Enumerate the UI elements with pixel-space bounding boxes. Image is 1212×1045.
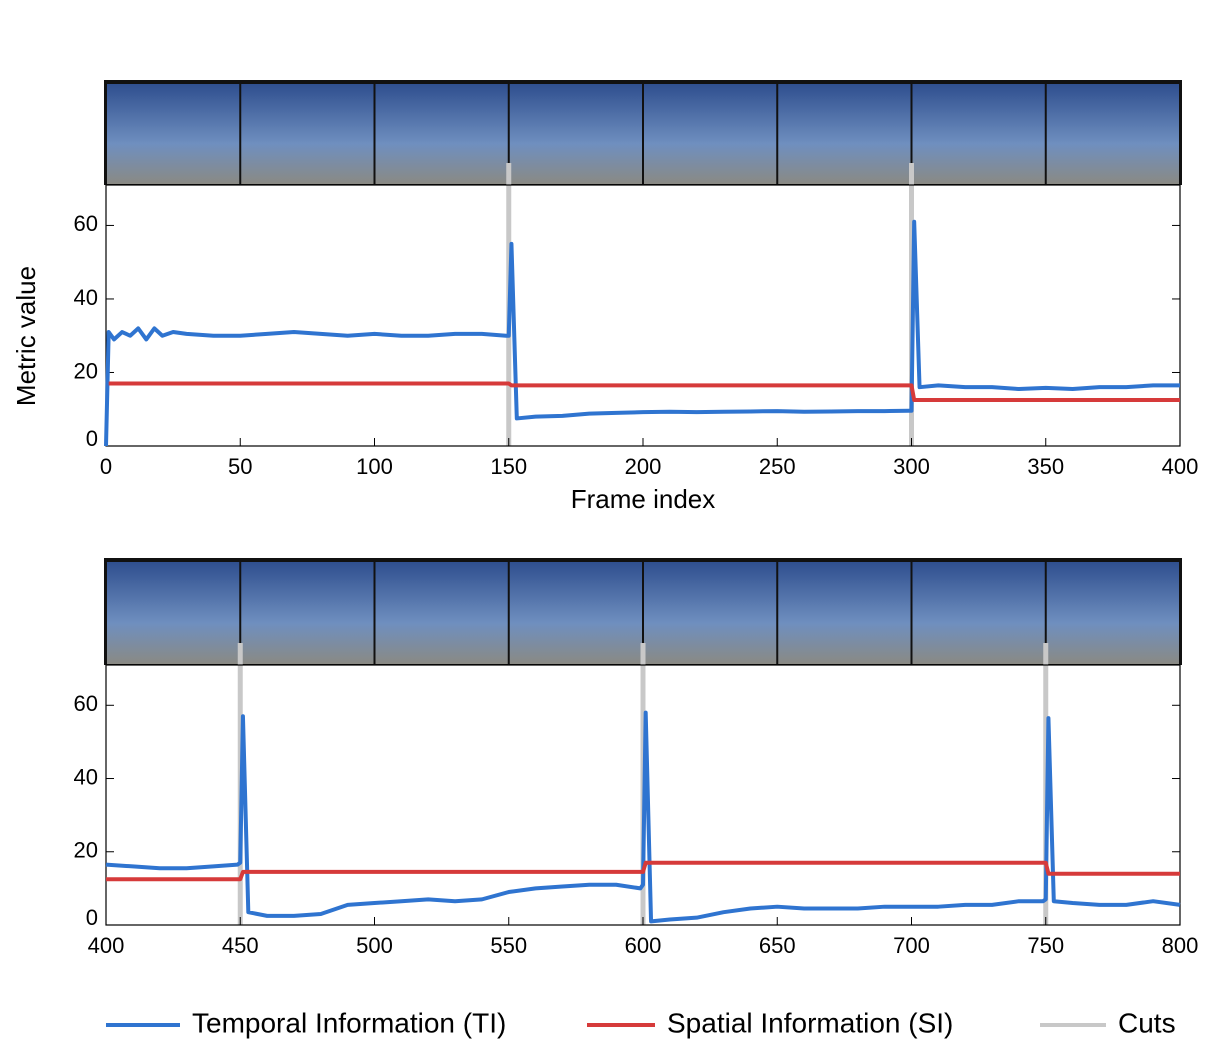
x-tick-label: 100 bbox=[356, 454, 393, 479]
legend-label: Temporal Information (TI) bbox=[192, 1007, 506, 1038]
x-tick-label: 800 bbox=[1162, 933, 1199, 958]
thumbnail bbox=[913, 84, 1045, 184]
thumbnail bbox=[1047, 84, 1179, 184]
y-tick-label: 40 bbox=[74, 285, 98, 310]
x-tick-label: 450 bbox=[222, 933, 259, 958]
x-tick-label: 600 bbox=[625, 933, 662, 958]
thumbnail bbox=[1047, 562, 1179, 664]
plot-frame bbox=[106, 185, 1180, 446]
x-tick-label: 50 bbox=[228, 454, 252, 479]
thumbnail bbox=[376, 562, 508, 664]
thumbnail bbox=[778, 84, 910, 184]
thumbnail bbox=[241, 84, 373, 184]
thumbnail bbox=[241, 562, 373, 664]
thumbnail bbox=[510, 562, 642, 664]
legend-label: Spatial Information (SI) bbox=[667, 1007, 953, 1038]
y-tick-label: 60 bbox=[74, 691, 98, 716]
y-tick-label: 0 bbox=[86, 905, 98, 930]
x-tick-label: 650 bbox=[759, 933, 796, 958]
x-tick-label: 700 bbox=[893, 933, 930, 958]
figure: 0204060050100150200250300350400Metric va… bbox=[0, 0, 1212, 1040]
x-tick-label: 150 bbox=[490, 454, 527, 479]
thumbnail bbox=[510, 84, 642, 184]
x-tick-label: 750 bbox=[1027, 933, 1064, 958]
thumbnail bbox=[913, 562, 1045, 664]
series-line bbox=[106, 222, 1180, 446]
y-tick-label: 20 bbox=[74, 358, 98, 383]
y-tick-label: 40 bbox=[74, 764, 98, 789]
x-tick-label: 550 bbox=[490, 933, 527, 958]
x-tick-label: 300 bbox=[893, 454, 930, 479]
y-axis-label: Metric value bbox=[11, 266, 41, 406]
x-tick-label: 250 bbox=[759, 454, 796, 479]
x-tick-label: 0 bbox=[100, 454, 112, 479]
thumbnail bbox=[376, 84, 508, 184]
series-line bbox=[109, 384, 1180, 401]
page: {"chart_data": [ {"type": "line", "ylabe… bbox=[0, 0, 1212, 1040]
legend-label: Cuts bbox=[1118, 1007, 1176, 1038]
y-tick-label: 20 bbox=[74, 838, 98, 863]
thumbnail bbox=[107, 84, 239, 184]
thumbnail bbox=[107, 562, 239, 664]
x-tick-label: 350 bbox=[1027, 454, 1064, 479]
thumbnail bbox=[778, 562, 910, 664]
thumbnail bbox=[644, 84, 776, 184]
x-tick-label: 400 bbox=[1162, 454, 1199, 479]
y-tick-label: 60 bbox=[74, 211, 98, 236]
thumbnail bbox=[644, 562, 776, 664]
x-axis-label: Frame index bbox=[571, 484, 716, 514]
x-tick-label: 200 bbox=[625, 454, 662, 479]
x-tick-label: 500 bbox=[356, 933, 393, 958]
y-tick-label: 0 bbox=[86, 426, 98, 451]
x-tick-label: 400 bbox=[88, 933, 125, 958]
